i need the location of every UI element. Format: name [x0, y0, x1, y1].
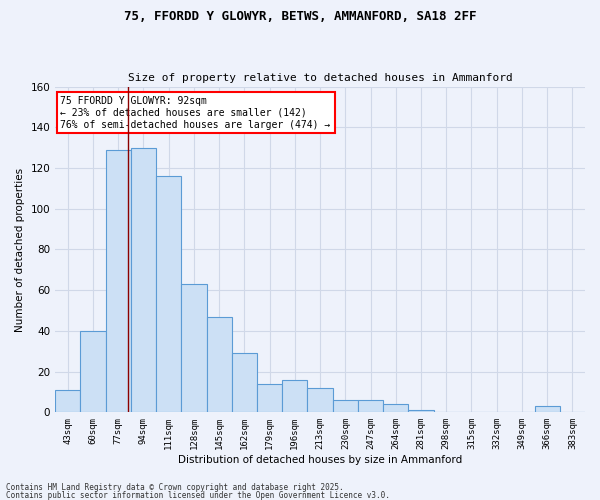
Bar — [257, 384, 282, 412]
Title: Size of property relative to detached houses in Ammanford: Size of property relative to detached ho… — [128, 73, 512, 83]
Bar — [535, 406, 560, 412]
Y-axis label: Number of detached properties: Number of detached properties — [15, 168, 25, 332]
Bar — [307, 388, 332, 412]
X-axis label: Distribution of detached houses by size in Ammanford: Distribution of detached houses by size … — [178, 455, 462, 465]
Bar — [131, 148, 156, 412]
Bar — [181, 284, 206, 412]
Bar — [332, 400, 358, 412]
Text: Contains HM Land Registry data © Crown copyright and database right 2025.: Contains HM Land Registry data © Crown c… — [6, 484, 344, 492]
Bar — [232, 354, 257, 412]
Text: 75, FFORDD Y GLOWYR, BETWS, AMMANFORD, SA18 2FF: 75, FFORDD Y GLOWYR, BETWS, AMMANFORD, S… — [124, 10, 476, 23]
Bar — [55, 390, 80, 412]
Bar — [206, 316, 232, 412]
Bar — [156, 176, 181, 412]
Text: 75 FFORDD Y GLOWYR: 92sqm
← 23% of detached houses are smaller (142)
76% of semi: 75 FFORDD Y GLOWYR: 92sqm ← 23% of detac… — [61, 96, 331, 130]
Bar — [282, 380, 307, 412]
Bar — [358, 400, 383, 412]
Bar — [383, 404, 409, 412]
Bar — [106, 150, 131, 412]
Text: Contains public sector information licensed under the Open Government Licence v3: Contains public sector information licen… — [6, 490, 390, 500]
Bar — [409, 410, 434, 412]
Bar — [80, 331, 106, 412]
